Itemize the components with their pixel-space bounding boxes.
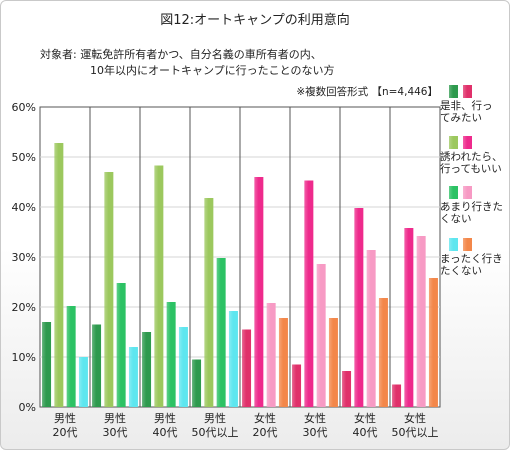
chart-title: 図12:オートキャンプの利用意向 xyxy=(160,13,350,28)
y-tick-label: 20% xyxy=(12,301,36,314)
bar xyxy=(366,250,376,407)
bar xyxy=(378,298,388,407)
legend-label: まったく行き たくない xyxy=(440,253,503,277)
bar xyxy=(354,208,364,407)
subject-description: 対象者: 運転免許所有者かつ、自分名義の車所有者の内、 10年以内にオートキャン… xyxy=(40,47,335,79)
x-tick-label: 50代以上 xyxy=(392,426,439,439)
legend-swatch-female xyxy=(463,238,472,251)
x-tick-label: 男性 xyxy=(104,411,126,425)
legend-swatch-female xyxy=(463,85,472,98)
legend-label-line: あまり行きた xyxy=(440,201,503,213)
x-tick-label: 女性 xyxy=(304,411,326,425)
subject-label: 対象者: xyxy=(40,48,77,61)
legend-swatch-male xyxy=(449,186,458,199)
legend-label-line: 是非、行っ xyxy=(440,100,493,112)
y-tick-label: 10% xyxy=(12,351,36,364)
x-tick-label: 男性 xyxy=(154,411,176,425)
x-tick-label: 20代 xyxy=(53,426,78,439)
bar xyxy=(404,228,414,407)
legend-label-line: たくない xyxy=(440,265,482,277)
x-tick-label: 50代以上 xyxy=(192,426,239,439)
bar xyxy=(42,322,52,407)
x-tick-label: 男性 xyxy=(204,411,226,425)
bar xyxy=(428,278,438,407)
x-tick-label: 30代 xyxy=(303,426,328,439)
bar xyxy=(154,165,164,407)
bar xyxy=(142,332,152,407)
bar xyxy=(128,347,138,407)
bar xyxy=(266,303,276,407)
x-tick-label: 30代 xyxy=(103,426,128,439)
subject-line1: 運転免許所有者かつ、自分名義の車所有者の内、 xyxy=(80,48,322,61)
bar xyxy=(228,311,238,407)
legend-swatch-male xyxy=(449,85,458,98)
bar xyxy=(216,258,226,407)
y-tick-label: 40% xyxy=(12,201,36,214)
legend-label-line: 誘われたら、 xyxy=(440,151,503,163)
x-tick-label: 40代 xyxy=(353,426,378,439)
y-tick-label: 30% xyxy=(12,251,36,264)
x-tick-label: 40代 xyxy=(153,426,178,439)
bar xyxy=(342,371,352,407)
legend-label-line: 行ってもいい xyxy=(440,163,502,175)
bar xyxy=(92,324,102,407)
legend-label: あまり行きた くない xyxy=(440,201,503,225)
bar xyxy=(278,318,288,407)
bar xyxy=(166,302,176,407)
bar xyxy=(204,198,214,407)
y-tick-label: 50% xyxy=(12,151,36,164)
x-tick-label: 男性 xyxy=(54,411,76,425)
bar xyxy=(116,283,126,407)
bar xyxy=(192,359,202,407)
legend-label-line: くない xyxy=(440,213,472,225)
bar xyxy=(178,327,188,407)
bar xyxy=(328,318,338,407)
y-tick-label: 60% xyxy=(12,101,36,114)
legend-swatch-male xyxy=(449,136,458,149)
bar xyxy=(416,236,426,407)
bar xyxy=(292,364,302,407)
legend-label-line: まったく行き xyxy=(440,253,503,265)
y-tick-label: 0% xyxy=(19,401,36,414)
bar xyxy=(254,177,264,407)
legend-swatch-female xyxy=(463,136,472,149)
bar xyxy=(104,172,114,407)
legend-label: 誘われたら、 行ってもいい xyxy=(440,151,502,175)
x-tick-label: 20代 xyxy=(253,426,278,439)
bar xyxy=(316,264,326,407)
legend-swatch-female xyxy=(463,186,472,199)
subject-line2: 10年以内にオートキャンプに行ったことのない方 xyxy=(90,64,335,77)
bar xyxy=(54,143,64,407)
legend-label: 是非、行っ てみたい xyxy=(440,100,493,124)
bar xyxy=(242,329,252,407)
legend-swatch-male xyxy=(449,238,458,251)
legend-label-line: てみたい xyxy=(440,112,482,124)
bar xyxy=(78,357,88,407)
x-tick-label: 女性 xyxy=(404,411,426,425)
x-tick-label: 女性 xyxy=(354,411,376,425)
sample-note: ※複数回答形式 【n=4,446】 xyxy=(296,86,438,98)
bar xyxy=(66,306,76,407)
bar xyxy=(392,384,402,407)
bar xyxy=(304,180,314,407)
x-tick-label: 女性 xyxy=(254,411,276,425)
